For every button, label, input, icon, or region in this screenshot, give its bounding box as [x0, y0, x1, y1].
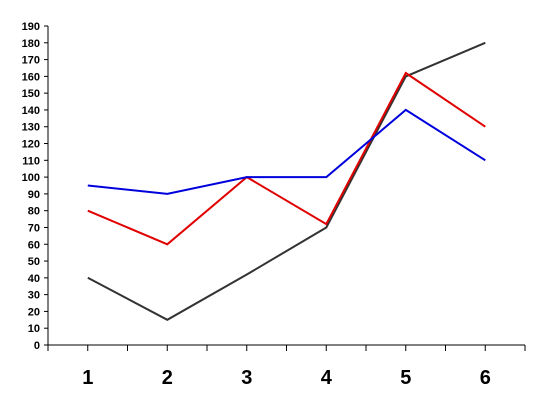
x-tick-label: 3	[241, 367, 252, 389]
y-tick-label: 10	[28, 323, 40, 335]
x-axis: 1 2 3 4 5 6	[47, 344, 526, 389]
y-tick-label: 110	[22, 155, 40, 167]
x-tick-label: 4	[321, 367, 333, 389]
y-tick-label: 20	[28, 306, 40, 318]
y-tick-label: 190	[22, 21, 40, 33]
series-line-1	[87, 41, 486, 321]
y-tick-label: 100	[22, 172, 40, 184]
series-line-2	[87, 71, 486, 246]
y-axis: 0 10 20 30 40 50 60 70 80 90 100 110 120 130 140 150 160…	[22, 21, 49, 352]
series-group	[87, 41, 486, 321]
y-tick-label: 140	[22, 105, 40, 117]
x-tick-label: 6	[480, 367, 491, 389]
series-line-3	[87, 108, 486, 195]
y-tick-label: 40	[28, 273, 40, 285]
y-tick-label: 170	[22, 55, 40, 67]
y-tick-label: 130	[22, 122, 40, 134]
y-tick-label: 150	[22, 88, 40, 100]
y-tick-label: 180	[22, 38, 40, 50]
y-tick-label: 70	[28, 222, 40, 234]
y-tick-label: 0	[34, 340, 40, 352]
x-tick-label: 5	[400, 367, 411, 389]
y-tick-label: 160	[22, 71, 40, 83]
y-tick-label: 90	[28, 189, 40, 201]
x-tick-label: 2	[162, 367, 173, 389]
y-tick-label: 30	[28, 290, 40, 302]
x-tick-label: 1	[82, 367, 93, 389]
y-tick-label: 80	[28, 206, 40, 218]
y-tick-label: 60	[28, 239, 40, 251]
y-tick-label: 50	[28, 256, 40, 268]
y-tick-label: 120	[22, 139, 40, 151]
